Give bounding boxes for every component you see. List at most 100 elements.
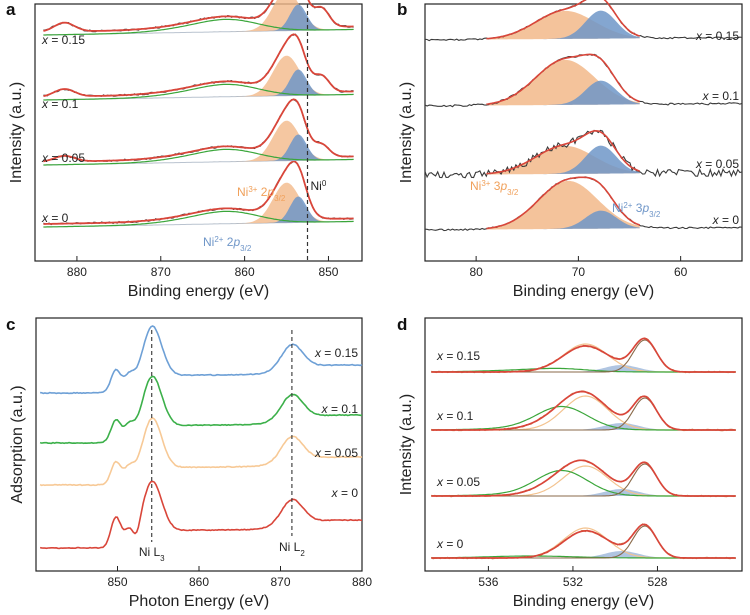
y-axis-label: Intensity (a.u.) bbox=[398, 394, 415, 495]
panel-label-b: b bbox=[397, 0, 407, 19]
x-tick-label: 870 bbox=[270, 575, 290, 589]
panel-d-plot: x = 0 x = 0.05 x = 0.1 x = 0.15 bbox=[430, 337, 736, 560]
series-label: x = 0 bbox=[712, 213, 740, 227]
panel-label-a: a bbox=[6, 0, 16, 19]
ni3-component bbox=[43, 182, 354, 227]
series-label: x = 0.15 bbox=[436, 349, 480, 363]
x-tick-label: 850 bbox=[318, 265, 338, 279]
x-tick-label: 70 bbox=[572, 265, 586, 279]
x-tick-label: 536 bbox=[478, 575, 498, 589]
series-label: x = 0.15 bbox=[41, 33, 85, 47]
panel-a-plot: x = 0 x = 0.05 x = 0.1 x = 0.15 bbox=[41, 0, 354, 228]
x-tick-label: 860 bbox=[189, 575, 209, 589]
fit-envelope bbox=[431, 390, 736, 431]
series-1: x = 0.05 bbox=[424, 129, 743, 179]
satellite-component bbox=[43, 18, 354, 36]
xas-spectrum bbox=[39, 375, 362, 445]
panel-b-plot: x = 0 x = 0.05 x = 0.1 x = 0.15 bbox=[424, 0, 743, 232]
x-axis-label: Binding energy (eV) bbox=[128, 283, 269, 300]
y-axis-label: Intensity (a.u.) bbox=[8, 82, 25, 183]
ni3-component bbox=[43, 55, 354, 100]
fit-envelope bbox=[431, 459, 736, 497]
series-label: x = 0.15 bbox=[314, 346, 358, 360]
xas-spectrum bbox=[40, 325, 363, 395]
x-tick-label: 880 bbox=[67, 265, 87, 279]
series-label: x = 0.1 bbox=[41, 97, 79, 111]
ni3-component bbox=[43, 120, 354, 165]
series-label: x = 0.05 bbox=[314, 446, 358, 460]
series-label: x = 0.1 bbox=[321, 402, 359, 416]
ni2-label: Ni2+ 2p3/2 bbox=[203, 235, 252, 253]
x-tick-label: 860 bbox=[235, 265, 255, 279]
series-2: x = 0.1 bbox=[424, 53, 743, 108]
raw-spectrum bbox=[430, 390, 736, 432]
plot-frame bbox=[424, 317, 743, 572]
x-tick-label: 532 bbox=[563, 575, 583, 589]
plot-frame bbox=[34, 3, 363, 262]
xas-spectrum bbox=[39, 480, 363, 550]
x-axis-label: Binding energy (eV) bbox=[513, 283, 654, 300]
xas-spectrum bbox=[39, 417, 363, 487]
fit-envelope bbox=[43, 0, 354, 32]
series-3: x = 0.15 bbox=[41, 0, 354, 47]
y-axis-label: Intensity (a.u.) bbox=[398, 82, 415, 183]
series-1: x = 0.05 bbox=[41, 98, 354, 166]
raw-spectrum bbox=[430, 523, 736, 560]
series-label: x = 0.05 bbox=[695, 157, 739, 171]
fit-envelope bbox=[486, 0, 640, 40]
ni3-component bbox=[43, 0, 354, 35]
plot-frame bbox=[35, 317, 363, 572]
ni2-component bbox=[486, 210, 640, 230]
series-2: x = 0.1 bbox=[430, 390, 736, 432]
fit-envelope bbox=[431, 523, 736, 559]
ni2-component bbox=[43, 4, 354, 35]
series-1: x = 0.05 bbox=[431, 459, 736, 498]
x-tick-label: 528 bbox=[647, 575, 667, 589]
x-axis-label: Photon Energy (eV) bbox=[129, 593, 270, 610]
series-0: x = 0 bbox=[424, 176, 743, 232]
ni0-label: Ni0 bbox=[311, 179, 327, 194]
fit-envelope bbox=[43, 33, 354, 97]
edge-label: Ni L3 bbox=[139, 545, 165, 563]
satellite-component bbox=[43, 83, 354, 101]
series-2: x = 0.1 bbox=[41, 33, 354, 111]
x-tick-label: 880 bbox=[352, 575, 372, 589]
fit-envelope bbox=[431, 337, 736, 373]
series-label: x = 0.15 bbox=[695, 29, 739, 43]
series-label: x = 0.05 bbox=[436, 475, 480, 489]
edge-label: Ni L2 bbox=[279, 540, 305, 558]
series-label: x = 0.1 bbox=[702, 89, 740, 103]
series-3: x = 0.15 bbox=[431, 337, 736, 374]
fit-envelope bbox=[486, 176, 640, 230]
series-0: x = 0 bbox=[41, 160, 354, 228]
series-label: x = 0 bbox=[436, 537, 464, 551]
satellite-component bbox=[43, 210, 354, 228]
x-axis-label: Binding energy (eV) bbox=[513, 593, 654, 610]
ni2-label: Ni2+ 3p3/2 bbox=[612, 201, 661, 219]
satellite-component bbox=[43, 148, 354, 166]
x-tick-label: 850 bbox=[107, 575, 127, 589]
y-axis-label: Adsorption (a.u.) bbox=[9, 385, 26, 503]
panel-c-plot: x = 0 x = 0.05 x = 0.1 x = 0.15 bbox=[39, 325, 363, 550]
series-label: x = 0.05 bbox=[41, 151, 85, 165]
ni3-label: Ni3+ 3p3/2 bbox=[470, 179, 519, 197]
series-label: x = 0.1 bbox=[436, 409, 474, 423]
fit-envelope bbox=[486, 129, 640, 175]
green-component bbox=[431, 405, 736, 431]
fit-envelope bbox=[43, 160, 354, 225]
x-tick-label: 870 bbox=[151, 265, 171, 279]
series-0: x = 0 bbox=[430, 523, 736, 560]
ni2-component bbox=[486, 80, 640, 106]
ni2-component bbox=[486, 145, 640, 175]
x-tick-label: 80 bbox=[469, 265, 483, 279]
fit-envelope bbox=[486, 53, 640, 105]
panel-label-d: d bbox=[397, 315, 407, 334]
ni2-component bbox=[43, 134, 354, 165]
fit-envelope bbox=[43, 98, 354, 163]
plot-frame bbox=[424, 3, 743, 262]
ni2-component bbox=[43, 196, 354, 227]
series-label: x = 0 bbox=[331, 486, 359, 500]
ni2-component bbox=[486, 10, 640, 40]
ni3-label: Ni3+ 2p3/2 bbox=[237, 185, 286, 203]
